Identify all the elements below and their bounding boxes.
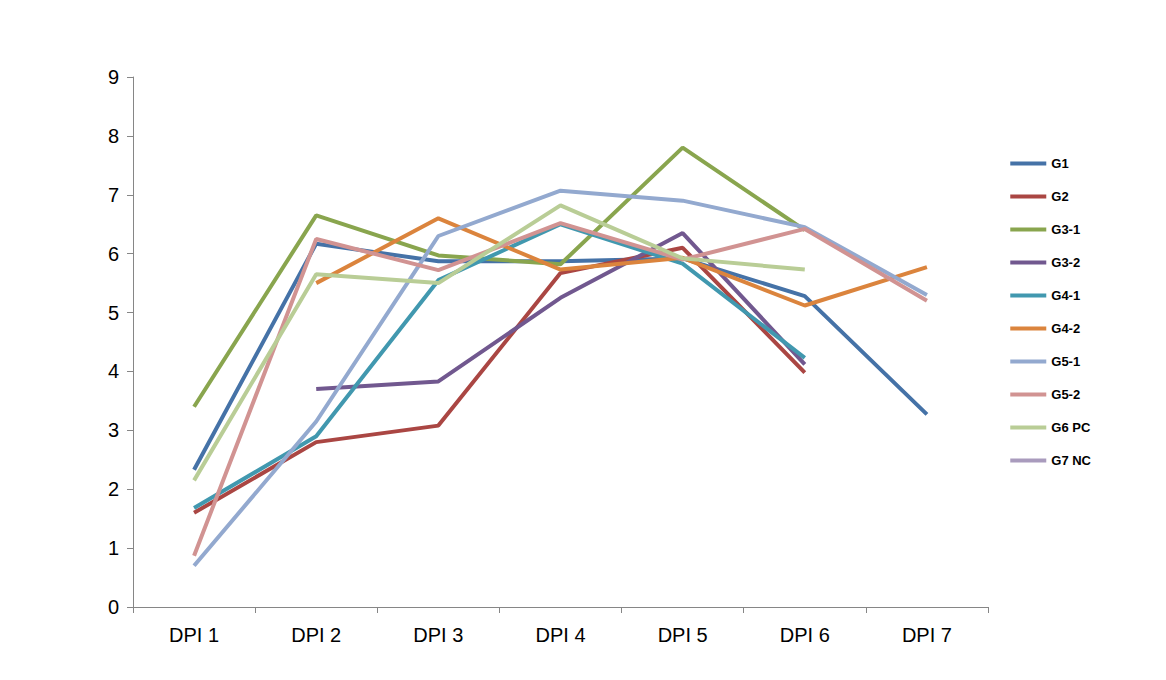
svg-text:G3-2: G3-2 bbox=[1051, 255, 1080, 270]
svg-text:2: 2 bbox=[108, 478, 119, 500]
svg-text:9: 9 bbox=[108, 66, 119, 88]
svg-text:8: 8 bbox=[108, 125, 119, 147]
svg-text:DPI 3: DPI 3 bbox=[413, 624, 463, 646]
svg-text:G4-2: G4-2 bbox=[1051, 321, 1080, 336]
svg-text:G6 PC: G6 PC bbox=[1051, 420, 1091, 435]
svg-text:6: 6 bbox=[108, 243, 119, 265]
svg-text:G3-1: G3-1 bbox=[1051, 222, 1080, 237]
svg-text:DPI 5: DPI 5 bbox=[658, 624, 708, 646]
svg-text:0: 0 bbox=[108, 596, 119, 618]
svg-text:G2: G2 bbox=[1051, 189, 1068, 204]
svg-text:G5-1: G5-1 bbox=[1051, 354, 1080, 369]
svg-text:DPI 6: DPI 6 bbox=[780, 624, 830, 646]
svg-text:DPI 2: DPI 2 bbox=[291, 624, 341, 646]
svg-text:G4-1: G4-1 bbox=[1051, 288, 1080, 303]
svg-text:DPI 7: DPI 7 bbox=[902, 624, 952, 646]
svg-text:DPI 1: DPI 1 bbox=[169, 624, 219, 646]
svg-text:1: 1 bbox=[108, 537, 119, 559]
svg-text:7: 7 bbox=[108, 184, 119, 206]
svg-text:5: 5 bbox=[108, 302, 119, 324]
svg-text:4: 4 bbox=[108, 360, 119, 382]
svg-text:G5-2: G5-2 bbox=[1051, 387, 1080, 402]
svg-text:DPI 4: DPI 4 bbox=[535, 624, 585, 646]
svg-text:3: 3 bbox=[108, 419, 119, 441]
svg-text:G7 NC: G7 NC bbox=[1051, 453, 1091, 468]
svg-text:G1: G1 bbox=[1051, 156, 1068, 171]
